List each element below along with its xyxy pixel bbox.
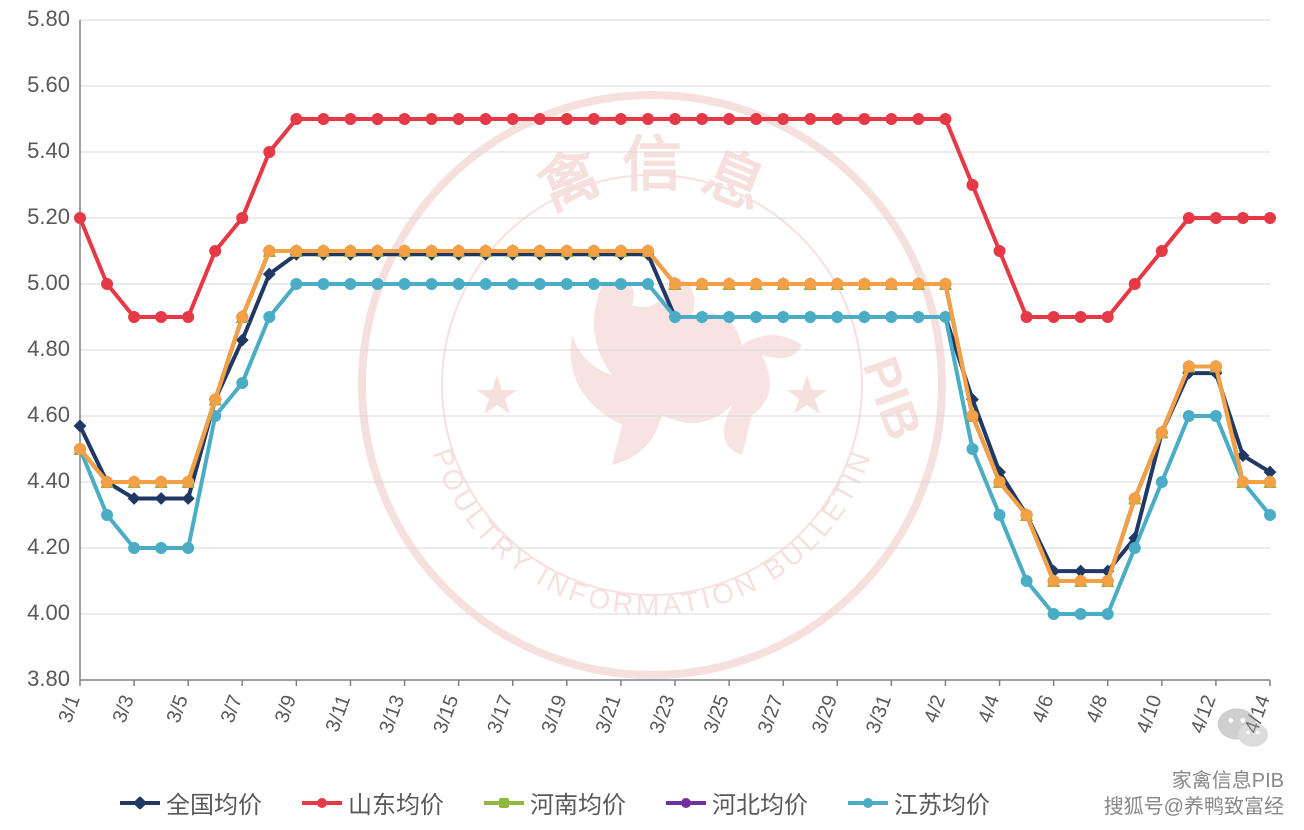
svg-text:3/25: 3/25 — [700, 692, 734, 736]
y-axis: 3.80 4.00 4.20 4.40 4.60 4.80 5.00 5.20 5.40 5.60… — [27, 6, 70, 691]
svg-text:3/3: 3/3 — [109, 692, 139, 726]
series-全国均价 — [75, 249, 1275, 576]
svg-text:3/1: 3/1 — [55, 692, 85, 726]
svg-text:5.40: 5.40 — [27, 138, 70, 163]
legend-label: 河南均价 — [530, 785, 626, 820]
svg-text:3/23: 3/23 — [646, 692, 680, 736]
series-江苏均价 — [75, 279, 1275, 619]
svg-text:3/19: 3/19 — [538, 692, 572, 736]
svg-text:4.40: 4.40 — [27, 468, 70, 493]
legend-swatch — [484, 801, 524, 805]
series-lines — [75, 114, 1275, 619]
legend-item: 山东均价 — [302, 785, 444, 820]
plot-svg: 3.80 4.00 4.20 4.40 4.60 4.80 5.00 5.20 5.40 5.60… — [0, 0, 1304, 830]
svg-text:3/13: 3/13 — [375, 692, 409, 736]
wechat-icon — [1214, 700, 1274, 760]
svg-text:4.20: 4.20 — [27, 534, 70, 559]
svg-text:3/11: 3/11 — [322, 692, 355, 735]
svg-text:5.80: 5.80 — [27, 6, 70, 31]
legend-item: 全国均价 — [120, 785, 262, 820]
svg-text:4/6: 4/6 — [1028, 692, 1058, 726]
svg-text:3/21: 3/21 — [592, 692, 626, 736]
legend-swatch — [848, 801, 888, 805]
credit-line-2: 搜狐号@养鸭致富经 — [1104, 794, 1284, 820]
svg-text:3/5: 3/5 — [163, 692, 193, 726]
svg-text:4.80: 4.80 — [27, 336, 70, 361]
svg-text:4/4: 4/4 — [974, 692, 1004, 726]
svg-text:3/29: 3/29 — [808, 692, 842, 736]
legend-label: 河北均价 — [712, 785, 808, 820]
svg-text:4.60: 4.60 — [27, 402, 70, 427]
svg-text:3/27: 3/27 — [754, 692, 788, 736]
svg-text:3/15: 3/15 — [429, 692, 463, 736]
legend-label: 江苏均价 — [894, 785, 990, 820]
svg-text:3/31: 3/31 — [862, 692, 896, 736]
svg-text:5.00: 5.00 — [27, 270, 70, 295]
svg-text:4/2: 4/2 — [920, 692, 950, 726]
legend-swatch — [302, 801, 342, 805]
svg-text:5.20: 5.20 — [27, 204, 70, 229]
svg-text:3.80: 3.80 — [27, 666, 70, 691]
svg-text:3/7: 3/7 — [217, 692, 247, 726]
credits: 家禽信息PIB 搜狐号@养鸭致富经 — [1104, 768, 1284, 820]
legend-swatch — [666, 801, 706, 805]
svg-text:4.00: 4.00 — [27, 600, 70, 625]
x-axis: 3/1 3/3 3/5 3/7 3/9 3/11 3/13 3/15 3/17 3/19 3/21 3… — [55, 680, 1275, 736]
svg-text:3/9: 3/9 — [271, 692, 301, 726]
svg-text:4/8: 4/8 — [1082, 692, 1112, 726]
svg-text:5.60: 5.60 — [27, 72, 70, 97]
legend-label: 全国均价 — [166, 785, 262, 820]
legend-item: 河北均价 — [666, 785, 808, 820]
credit-line-1: 家禽信息PIB — [1104, 768, 1284, 794]
svg-text:3/17: 3/17 — [483, 692, 517, 736]
chart-container: 禽 信 息 PIB POULTRY INFORMATION BULLETIN 3… — [0, 0, 1304, 830]
legend-swatch — [120, 801, 160, 805]
legend-label: 山东均价 — [348, 785, 444, 820]
legend-item: 江苏均价 — [848, 785, 990, 820]
legend-item: 河南均价 — [484, 785, 626, 820]
svg-text:4/10: 4/10 — [1133, 692, 1167, 736]
